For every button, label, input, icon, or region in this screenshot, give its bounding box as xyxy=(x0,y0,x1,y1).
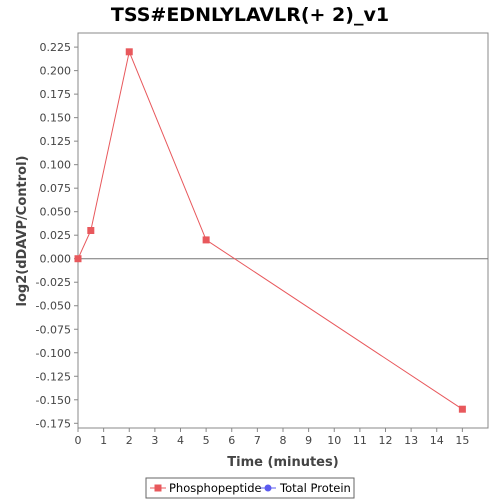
y-axis-label: log2(dDAVP/Control) xyxy=(15,156,30,307)
x-tick-label: 0 xyxy=(75,434,82,447)
legend-label-phosphopeptide: Phosphopeptide xyxy=(169,481,262,495)
y-tick-label: 0.175 xyxy=(40,88,72,101)
y-tick-label: 0.000 xyxy=(40,253,72,266)
legend: Phosphopeptide Total Protein xyxy=(145,477,355,499)
data-point-phosphopeptide xyxy=(87,227,95,234)
x-axis: 0 1 2 3 4 5 6 7 8 9 10 11 12 13 14 15 xyxy=(75,428,469,447)
y-tick-label: -0.125 xyxy=(36,370,71,383)
legend-marker-phosphopeptide xyxy=(154,484,162,492)
legend-marker-total-protein xyxy=(264,484,272,492)
x-tick-label: 3 xyxy=(151,434,158,447)
y-tick-label: -0.025 xyxy=(36,276,71,289)
x-tick-label: 15 xyxy=(455,434,469,447)
y-tick-label: 0.225 xyxy=(40,41,72,54)
x-tick-label: 9 xyxy=(305,434,312,447)
chart-title: TSS#EDNLYLAVLR(+ 2)_v1 xyxy=(111,4,389,26)
plot-area xyxy=(77,32,489,429)
x-tick-label: 5 xyxy=(203,434,210,447)
y-tick-label: 0.100 xyxy=(40,159,72,172)
x-tick-label: 12 xyxy=(379,434,393,447)
y-axis: -0.175 -0.150 -0.125 -0.100 -0.075 -0.050 -0.0… xyxy=(36,41,78,430)
x-tick-label: 4 xyxy=(177,434,184,447)
y-tick-label: 0.200 xyxy=(40,65,72,78)
y-tick-label: -0.175 xyxy=(36,417,71,430)
y-tick-label: -0.075 xyxy=(36,323,71,336)
y-tick-label: 0.050 xyxy=(40,206,72,219)
y-tick-label: -0.150 xyxy=(36,394,71,407)
y-tick-label: 0.025 xyxy=(40,229,72,242)
legend-label-total-protein: Total Protein xyxy=(279,481,351,495)
y-tick-label: -0.050 xyxy=(36,300,71,313)
y-tick-label: 0.075 xyxy=(40,182,72,195)
data-point-phosphopeptide xyxy=(202,236,210,244)
x-tick-label: 8 xyxy=(280,434,287,447)
x-tick-label: 14 xyxy=(430,434,444,447)
x-tick-label: 7 xyxy=(254,434,261,447)
data-point-phosphopeptide xyxy=(125,48,133,56)
x-tick-label: 2 xyxy=(126,434,133,447)
x-tick-label: 13 xyxy=(404,434,418,447)
series-layer xyxy=(74,48,466,413)
y-tick-label: 0.150 xyxy=(40,112,72,125)
y-tick-label: -0.100 xyxy=(36,347,71,360)
data-point-phosphopeptide xyxy=(74,255,82,263)
legend-box xyxy=(145,477,355,499)
x-axis-label: Time (minutes) xyxy=(227,455,338,470)
x-tick-label: 1 xyxy=(100,434,107,447)
x-tick-label: 11 xyxy=(353,434,367,447)
x-tick-label: 10 xyxy=(327,434,341,447)
y-tick-label: 0.125 xyxy=(40,135,72,148)
x-tick-label: 6 xyxy=(228,434,235,447)
data-point-phosphopeptide xyxy=(458,405,466,413)
